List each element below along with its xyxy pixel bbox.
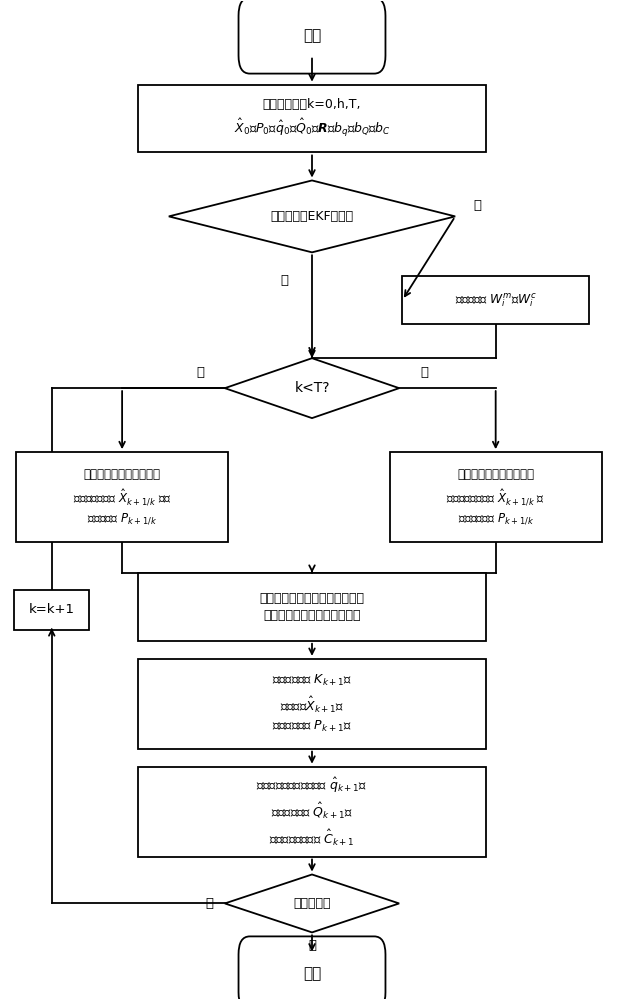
Polygon shape [225,874,399,932]
Text: 否: 否 [473,199,481,212]
Polygon shape [169,180,455,252]
Text: 采用噪声先验统计信息计
算一步预测状态 $\hat{X}_{k+1/k}$ 和误
差协方差阵 $P_{k+1/k}$: 采用噪声先验统计信息计 算一步预测状态 $\hat{X}_{k+1/k}$ 和误… [72,468,172,526]
Text: k<T?: k<T? [295,381,329,395]
Text: 是: 是 [196,366,204,379]
Text: k=k+1: k=k+1 [29,603,75,616]
Text: 是否结束？: 是否结束？ [293,897,331,910]
FancyBboxPatch shape [138,573,486,641]
Text: 开始: 开始 [303,28,321,43]
Text: 是: 是 [280,274,288,287]
Text: 获取星间距离观测信息，构建系
统测量模型及测量噪声方差阵: 获取星间距离观测信息，构建系 统测量模型及测量噪声方差阵 [260,592,364,622]
Text: 初始化参数：k=0,h,T,
$\hat{X}_0$、$P_0$、$\hat{q}_0$、$\hat{Q}_0$、$\boldsymbol{R}$、$b_q$、: 初始化参数：k=0,h,T, $\hat{X}_0$、$P_0$、$\hat{q… [233,98,391,139]
Text: 计算系统噪声均值估计值 $\hat{q}_{k+1}$、
协方差估计值 $\hat{Q}_{k+1}$、
新息协方差估计值 $\hat{C}_{k+1}$: 计算系统噪声均值估计值 $\hat{q}_{k+1}$、 协方差估计值 $\ha… [256,775,368,848]
FancyBboxPatch shape [238,0,386,74]
FancyBboxPatch shape [390,452,602,542]
Polygon shape [225,358,399,418]
FancyBboxPatch shape [16,452,228,542]
Text: 计算权系数 $W_i^m$、$W_i^c$: 计算权系数 $W_i^m$、$W_i^c$ [455,291,537,309]
Text: 结束: 结束 [303,966,321,981]
Text: 计算增益矩阵 $K_{k+1}$、
状态估计$\hat{X}_{k+1}$、
误差协方差阵 $P_{k+1}$。: 计算增益矩阵 $K_{k+1}$、 状态估计$\hat{X}_{k+1}$、 误… [272,673,352,734]
Text: 否: 否 [205,897,213,910]
Text: 否: 否 [420,366,428,379]
FancyBboxPatch shape [402,276,589,324]
Text: 采用估计的噪声统计信息
计算一步预测状态 $\hat{X}_{k+1/k}$ 和
误差协方差阵 $P_{k+1/k}$: 采用估计的噪声统计信息 计算一步预测状态 $\hat{X}_{k+1/k}$ 和… [446,468,545,526]
FancyBboxPatch shape [138,659,486,749]
FancyBboxPatch shape [238,936,386,1000]
Text: 采用自适应EKF算法？: 采用自适应EKF算法？ [270,210,354,223]
Text: 是: 是 [308,939,316,952]
FancyBboxPatch shape [138,767,486,857]
FancyBboxPatch shape [138,85,486,152]
FancyBboxPatch shape [14,590,89,630]
